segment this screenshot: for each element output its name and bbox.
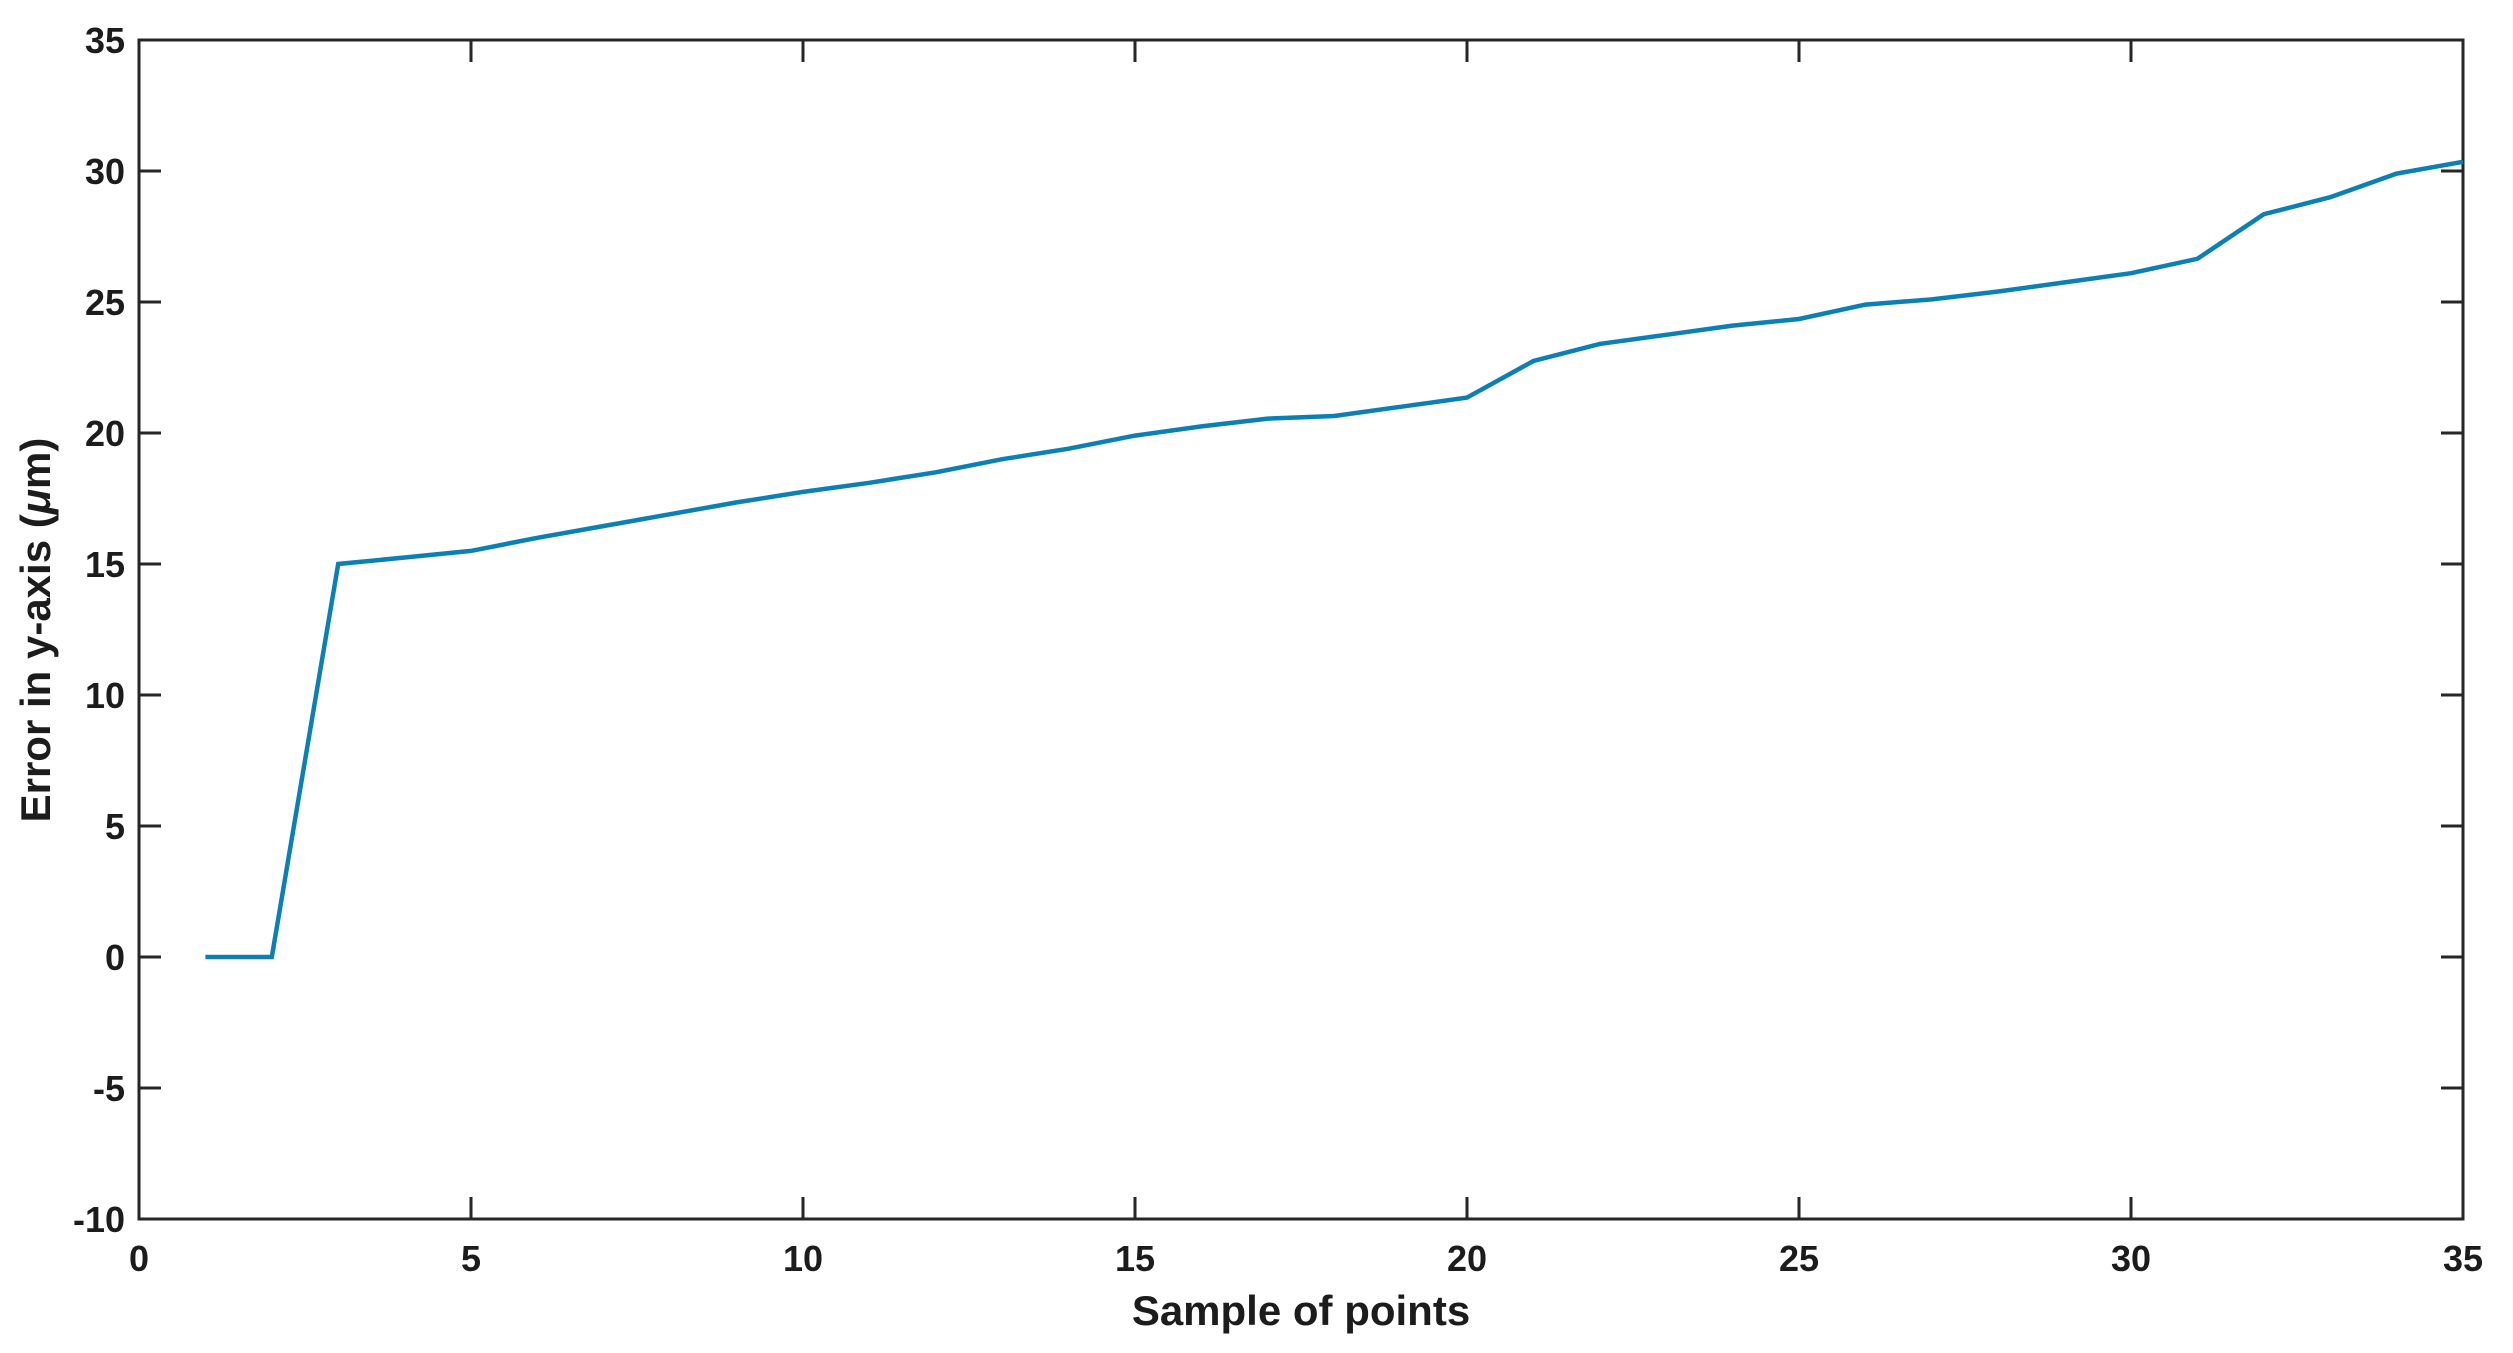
y-tick-label: -10 — [73, 1199, 125, 1240]
x-tick-label: 25 — [1779, 1238, 1819, 1279]
x-tick-label: 10 — [783, 1238, 823, 1279]
y-axis-label: Error in y-axis (μm) — [12, 438, 59, 823]
y-tick-label: 25 — [85, 282, 125, 323]
y-tick-label: 10 — [85, 675, 125, 716]
x-tick-label: 15 — [1115, 1238, 1155, 1279]
x-tick-label: 0 — [129, 1238, 149, 1279]
x-tick-label: 20 — [1447, 1238, 1487, 1279]
y-tick-label: 30 — [85, 151, 125, 192]
x-tick-label: 30 — [2111, 1238, 2151, 1279]
x-axis-label: Sample of points — [1132, 1287, 1470, 1334]
y-tick-label: 15 — [85, 544, 125, 585]
series-line-error-in-y-axis — [205, 159, 2464, 960]
plot-box — [137, 38, 2465, 1221]
y-tick-label: -5 — [93, 1068, 125, 1109]
x-tick-label: 35 — [2443, 1238, 2483, 1279]
y-tick-label: 0 — [105, 937, 125, 978]
x-tick-label: 5 — [461, 1238, 481, 1279]
plot-area: 0 5 10 15 20 25 30 35 -10 -5 0 5 10 15 20 25 30 35 — [73, 20, 2483, 1279]
y-tick-label: 5 — [105, 806, 125, 847]
y-tick-label: 35 — [85, 20, 125, 61]
y-tick-label: 20 — [85, 413, 125, 454]
